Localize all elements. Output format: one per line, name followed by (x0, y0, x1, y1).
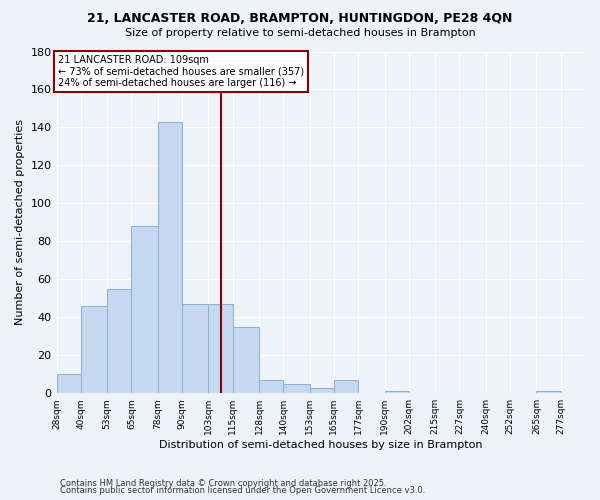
Text: 21, LANCASTER ROAD, BRAMPTON, HUNTINGDON, PE28 4QN: 21, LANCASTER ROAD, BRAMPTON, HUNTINGDON… (88, 12, 512, 26)
Bar (310, 388, 334, 393)
Bar (131, 226, 158, 393)
X-axis label: Distribution of semi-detached houses by size in Brampton: Distribution of semi-detached houses by … (159, 440, 482, 450)
Bar (334, 380, 358, 393)
Text: 21 LANCASTER ROAD: 109sqm
← 73% of semi-detached houses are smaller (357)
24% of: 21 LANCASTER ROAD: 109sqm ← 73% of semi-… (58, 56, 304, 88)
Bar (283, 384, 310, 393)
Text: Size of property relative to semi-detached houses in Brampton: Size of property relative to semi-detach… (125, 28, 475, 38)
Bar (385, 392, 409, 393)
Text: Contains HM Land Registry data © Crown copyright and database right 2025.: Contains HM Land Registry data © Crown c… (60, 478, 386, 488)
Bar (158, 122, 182, 393)
Bar (107, 289, 131, 393)
Text: Contains public sector information licensed under the Open Government Licence v3: Contains public sector information licen… (60, 486, 425, 495)
Bar (259, 380, 283, 393)
Bar (208, 304, 233, 393)
Bar (182, 304, 208, 393)
Y-axis label: Number of semi-detached properties: Number of semi-detached properties (15, 120, 25, 326)
Bar (56, 374, 81, 393)
Bar (81, 306, 107, 393)
Bar (536, 392, 561, 393)
Bar (233, 327, 259, 393)
